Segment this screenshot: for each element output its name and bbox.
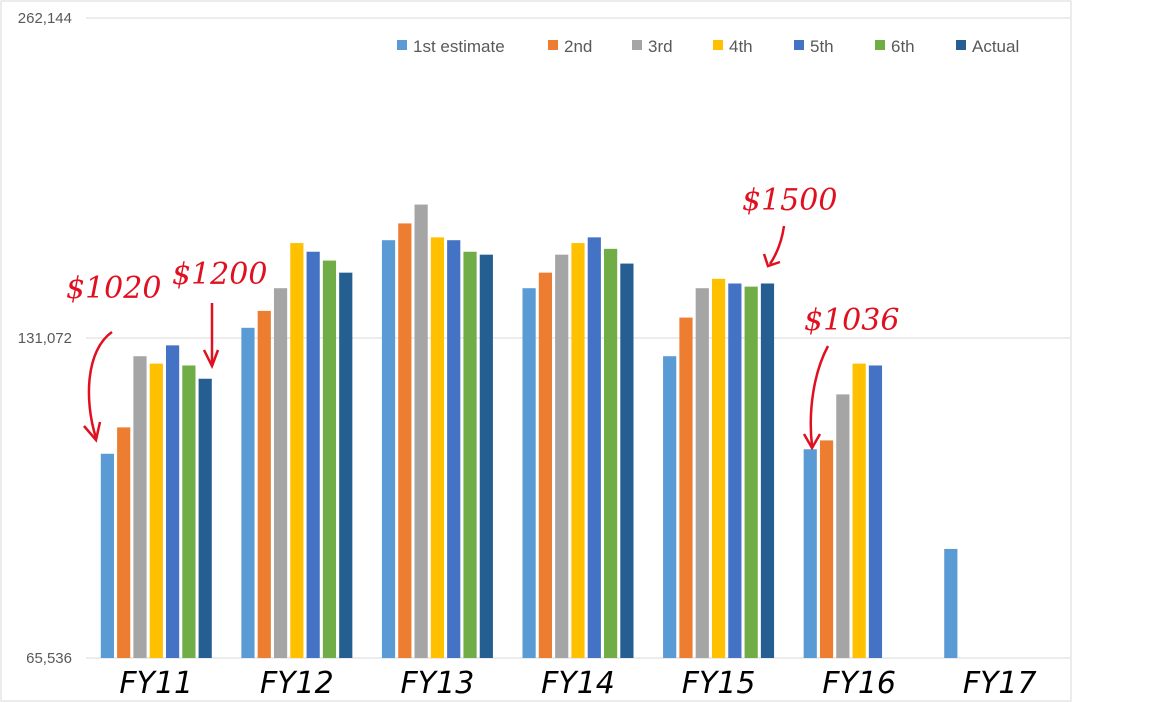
bar-FY14-3rd (555, 254, 569, 658)
bar-FY13-3rd (414, 204, 428, 659)
bar-FY14-actual (620, 263, 634, 658)
bar-FY15-3rd (695, 288, 709, 658)
legend-label: 5th (810, 37, 834, 56)
bar-FY13-1st-estimate (381, 240, 396, 658)
legend-label: 6th (891, 37, 915, 56)
annotation-fy11-first: $1020 (66, 271, 161, 306)
bar-FY16-1st-estimate (803, 449, 817, 658)
category-label: FY11 (119, 666, 193, 701)
bar-FY12-4th (290, 243, 304, 658)
bar-FY11-actual (198, 378, 212, 658)
legend-label: Actual (972, 37, 1019, 56)
y-tick-label: 131,072 (18, 330, 72, 347)
bar-FY17-1st-estimate (944, 548, 958, 658)
bar-FY12-1st-estimate (241, 327, 255, 658)
bars (100, 204, 958, 659)
bar-FY16-3rd (836, 394, 850, 658)
plot-frame (0, 0, 1072, 702)
bar-FY11-5th (165, 345, 180, 658)
category-labels: FY11 FY12 FY13 FY14 FY15 FY16 FY17 (119, 666, 1036, 701)
bar-FY13-5th (447, 240, 461, 658)
bar-FY11-1st-estimate (100, 453, 114, 658)
bar-FY13-actual (479, 254, 493, 658)
bar-FY16-4th (852, 363, 866, 658)
bar-FY13-6th (463, 251, 477, 658)
legend-swatch (397, 40, 407, 50)
bar-FY12-6th (322, 260, 337, 658)
category-label: FY12 (260, 666, 334, 701)
y-tick-label: 262,144 (18, 10, 72, 27)
bar-FY14-4th (571, 243, 585, 658)
annotation-arrow-fy15-actual (768, 225, 786, 265)
category-label: FY14 (541, 666, 615, 701)
category-label: FY13 (401, 666, 475, 701)
annotation-arrowhead-fy11-first (83, 421, 102, 443)
legend-label: 4th (729, 37, 753, 56)
bar-FY15-1st-estimate (663, 356, 677, 658)
bar-FY11-2nd (117, 427, 131, 658)
bar-FY12-actual (339, 272, 353, 658)
bar-FY13-4th (430, 237, 445, 658)
annotation-arrowhead-fy11-actual (202, 349, 220, 370)
annotation-fy15-actual: $1500 (742, 183, 837, 218)
annotation-fy16-first: $1036 (804, 303, 899, 338)
bar-FY16-5th (868, 365, 883, 658)
bar-FY15-actual (760, 283, 775, 658)
bar-FY12-2nd (257, 310, 271, 658)
bar-FY11-6th (182, 365, 196, 658)
legend-swatch (956, 40, 966, 50)
annotation-arrow-fy16-first (809, 345, 830, 447)
bar-FY14-1st-estimate (522, 288, 536, 658)
handwritten-annotations: $1020 $1200 $1500 $1036 (66, 183, 899, 451)
bar-FY16-2nd (819, 440, 834, 658)
category-label: FY16 (822, 666, 896, 701)
bar-FY15-6th (744, 286, 758, 658)
annotation-arrow-fy11-first (87, 330, 113, 439)
bar-FY15-4th (711, 278, 726, 658)
bar-FY12-3rd (273, 288, 288, 658)
bar-FY13-2nd (398, 223, 412, 658)
bar-FY15-5th (728, 283, 742, 658)
bar-FY14-2nd (538, 272, 552, 658)
legend-swatch (794, 40, 804, 50)
legend: 1st estimate 2nd 3rd 4th 5th 6th Actual (397, 37, 1019, 56)
bar-FY11-3rd (133, 356, 147, 658)
legend-label: 3rd (648, 37, 673, 56)
bar-FY14-6th (604, 248, 618, 658)
y-tick-label: 65,536 (26, 650, 72, 667)
category-label: FY17 (963, 666, 1037, 701)
y-axis-tick-labels: 65,536 131,072 262,144 (18, 10, 72, 667)
bar-FY15-2nd (679, 317, 693, 658)
annotation-fy11-actual: $1200 (172, 257, 267, 292)
legend-swatch (548, 40, 558, 50)
annotation-arrowhead-fy15-actual (762, 253, 781, 268)
legend-swatch (875, 40, 885, 50)
legend-swatch (632, 40, 642, 50)
bar-FY12-5th (306, 251, 320, 658)
bar-FY11-4th (149, 363, 163, 658)
legend-label: 1st estimate (413, 37, 505, 56)
category-label: FY15 (682, 666, 756, 701)
legend-label: 2nd (564, 37, 592, 56)
legend-swatch (713, 40, 723, 50)
annotation-arrowhead-fy16-first (802, 433, 822, 451)
bar-FY14-5th (587, 237, 601, 658)
